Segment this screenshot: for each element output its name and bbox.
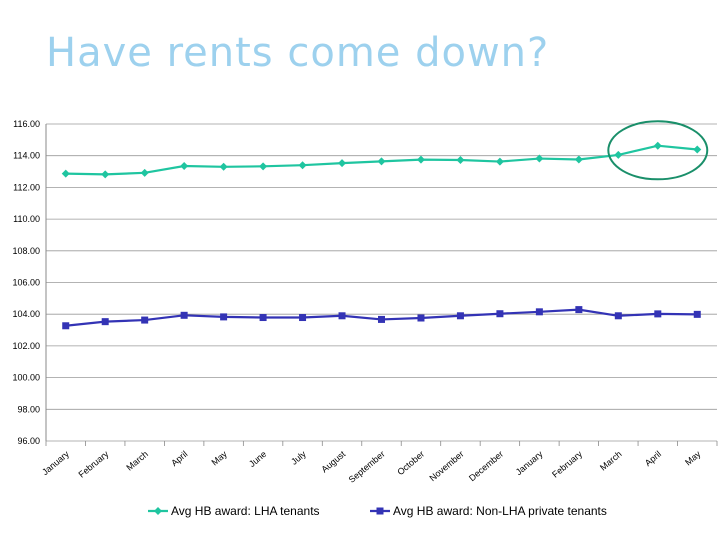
data-point [101,318,109,326]
x-tick-label: February [76,449,110,480]
x-tick-label: September [347,449,387,485]
data-point [693,310,701,318]
data-point [259,314,267,322]
data-point [299,314,307,322]
data-point [101,170,110,179]
x-tick-label: May [683,449,703,468]
slide-title: Have rents come down? [46,30,550,76]
legend-marker [376,507,384,515]
x-tick-label: November [427,449,465,483]
data-point [338,312,346,320]
data-point [574,155,583,164]
y-tick-label: 106.00 [12,278,40,288]
x-tick-label: March [598,449,624,473]
data-point [180,162,189,171]
x-tick-label: April [169,449,189,468]
data-point [377,157,386,166]
data-point [653,141,662,150]
x-tick-label: February [550,449,584,480]
x-tick-label: August [319,449,347,475]
x-tick-label: October [395,449,426,477]
data-point [496,310,504,318]
x-tick-label: January [514,449,545,478]
x-tick-label: December [467,449,505,483]
legend-label: Avg HB award: LHA tenants [171,504,320,518]
y-tick-label: 108.00 [12,246,40,256]
data-point [416,155,425,164]
x-tick-label: June [247,449,268,469]
x-tick-label: April [643,449,663,468]
data-point [61,169,70,178]
data-point [535,154,544,163]
highlight-ellipse [607,120,709,181]
data-point [614,312,622,320]
data-point [141,316,149,324]
data-point [219,162,228,171]
data-point [575,306,583,314]
data-point [140,168,149,177]
data-point [654,310,662,318]
y-tick-label: 98.00 [17,404,40,414]
y-tick-label: 104.00 [12,309,40,319]
data-point [456,155,465,164]
y-tick-label: 96.00 [17,436,40,446]
y-tick-label: 114.00 [13,151,40,161]
data-point [693,145,702,154]
data-point [338,159,347,168]
y-tick-label: 112.00 [13,182,40,192]
data-point [417,314,425,322]
y-tick-label: 110.00 [13,214,40,224]
data-point [495,157,504,166]
legend-marker [154,507,162,515]
data-point [298,161,307,170]
y-tick-label: 116.00 [13,119,40,129]
data-point [614,150,623,159]
data-point [535,308,543,316]
x-tick-label: March [124,449,150,473]
x-tick-label: July [289,449,308,467]
x-tick-label: May [209,449,229,468]
data-point [259,162,268,171]
data-point [456,312,464,320]
legend-label: Avg HB award: Non-LHA private tenants [393,504,607,518]
y-tick-label: 102.00 [12,341,40,351]
data-point [378,315,385,323]
data-point [220,313,228,321]
x-tick-label: January [40,449,71,478]
y-tick-label: 100.00 [12,373,40,383]
data-point [180,311,188,319]
data-point [62,322,70,330]
